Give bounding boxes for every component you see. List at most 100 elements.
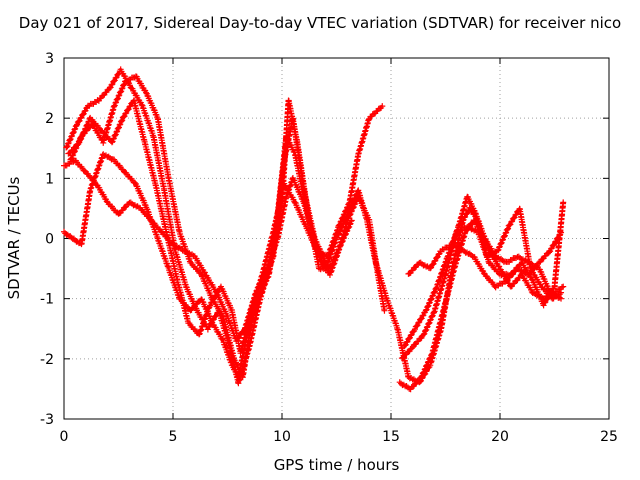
data-point xyxy=(219,336,226,343)
data-point xyxy=(420,369,427,376)
data-point xyxy=(466,250,473,257)
data-point xyxy=(428,351,435,358)
data-point xyxy=(558,295,565,302)
data-point xyxy=(205,324,212,331)
data-point xyxy=(332,253,339,260)
data-point xyxy=(426,300,433,307)
data-point xyxy=(337,218,344,225)
data-point xyxy=(108,81,115,88)
data-point xyxy=(427,317,434,324)
data-point xyxy=(67,136,74,143)
x-tick-label: 10 xyxy=(273,429,291,445)
data-point xyxy=(340,235,347,242)
data-point xyxy=(120,81,127,88)
data-point xyxy=(219,312,226,319)
x-tick-label: 20 xyxy=(491,429,509,445)
data-point xyxy=(113,128,120,135)
data-point xyxy=(465,223,472,230)
data-point xyxy=(209,317,216,324)
data-point xyxy=(418,373,425,380)
y-tick-label: 0 xyxy=(45,232,54,248)
x-tick-label: 0 xyxy=(60,429,69,445)
data-point xyxy=(558,289,565,296)
data-point xyxy=(431,289,438,296)
data-point xyxy=(115,92,122,99)
data-point xyxy=(117,88,124,95)
data-point xyxy=(512,212,519,219)
data-point xyxy=(345,200,352,207)
data-point xyxy=(118,85,125,92)
data-point xyxy=(552,238,559,245)
data-point xyxy=(337,242,344,249)
data-point xyxy=(408,345,415,352)
data-point xyxy=(498,240,505,247)
data-point xyxy=(496,244,503,251)
data-point xyxy=(420,331,427,338)
data-point xyxy=(350,198,357,205)
chart-title: Day 021 of 2017, Sidereal Day-to-day VTE… xyxy=(18,14,622,32)
data-point xyxy=(546,249,553,256)
data-point xyxy=(115,125,122,132)
data-point xyxy=(344,204,351,211)
series-trace-5 xyxy=(67,73,329,381)
data-point xyxy=(340,211,347,218)
data-point xyxy=(112,132,119,139)
data-point xyxy=(429,313,436,320)
data-point xyxy=(560,199,567,206)
data-point xyxy=(339,214,346,221)
x-tick-label: 25 xyxy=(600,429,618,445)
data-point xyxy=(74,141,81,148)
data-point xyxy=(419,312,426,319)
data-point xyxy=(81,108,88,115)
y-tick-label: 3 xyxy=(45,51,54,67)
data-point xyxy=(120,113,127,120)
data-point xyxy=(510,215,517,222)
data-point xyxy=(415,319,422,326)
data-point xyxy=(421,366,428,373)
data-point xyxy=(423,324,430,331)
data-point xyxy=(423,362,430,369)
data-point xyxy=(77,115,84,122)
data-point xyxy=(429,261,436,268)
data-point xyxy=(70,129,77,136)
data-point xyxy=(71,148,78,155)
series-trace-8 xyxy=(398,199,567,362)
data-point xyxy=(433,285,440,292)
data-point xyxy=(508,218,515,225)
data-point xyxy=(505,225,512,232)
data-point xyxy=(330,257,337,264)
data-point xyxy=(335,246,342,253)
data-point xyxy=(110,78,117,85)
data-point xyxy=(68,133,75,140)
data-point xyxy=(342,231,349,238)
data-point xyxy=(114,96,121,103)
data-point xyxy=(379,103,386,110)
data-point xyxy=(106,85,113,92)
data-point xyxy=(550,241,557,248)
data-point xyxy=(112,75,119,82)
data-point xyxy=(346,221,353,228)
series-trace-7 xyxy=(401,193,565,350)
data-point xyxy=(426,355,433,362)
y-tick-label: -2 xyxy=(40,352,54,368)
data-point xyxy=(111,103,118,110)
data-point xyxy=(158,228,165,235)
data-point xyxy=(112,99,119,106)
data-point xyxy=(381,307,388,314)
data-point xyxy=(502,230,509,237)
data-point xyxy=(75,118,82,125)
data-point xyxy=(138,101,145,108)
data-point xyxy=(413,322,420,329)
data-series xyxy=(61,66,567,393)
data-point xyxy=(143,89,150,96)
data-point xyxy=(499,237,506,244)
data-point xyxy=(435,251,442,258)
data-point xyxy=(342,207,349,214)
data-point xyxy=(339,238,346,245)
data-point xyxy=(336,222,343,229)
data-point xyxy=(430,309,437,316)
data-point xyxy=(65,140,72,147)
data-point xyxy=(322,259,329,266)
data-point xyxy=(108,139,115,146)
data-point xyxy=(472,210,479,217)
